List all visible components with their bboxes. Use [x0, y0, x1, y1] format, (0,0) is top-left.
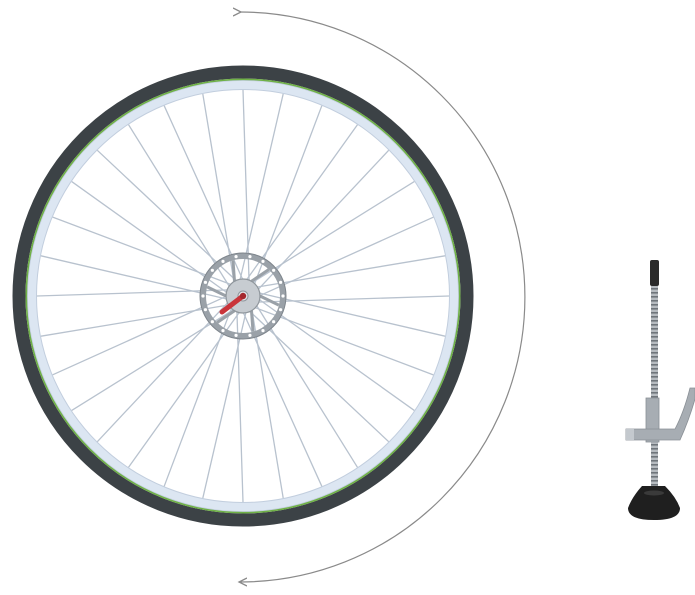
rotor-arm [250, 310, 255, 332]
rotor-arms [206, 260, 280, 332]
wheel-tire-stripe [25, 78, 461, 514]
rotor-hole [201, 294, 205, 298]
rotor-hole [281, 294, 285, 298]
rotation-arrow [240, 12, 526, 582]
wheel-spoke [163, 105, 245, 282]
rotor-hole [234, 333, 238, 337]
wheel-rim [27, 80, 459, 512]
stand-clamp-arm [625, 387, 695, 441]
wheel-spoke [255, 303, 358, 468]
rotor-arm [250, 268, 270, 283]
rotor-hole [248, 333, 252, 337]
rotor-arm [231, 260, 236, 282]
wheel-spoke [250, 181, 415, 284]
rotor-hole [272, 320, 276, 324]
rotor-hole [221, 259, 225, 263]
stand-clamp-face [626, 429, 634, 440]
rotor-hole [221, 329, 225, 333]
wheel-spoke [128, 310, 242, 468]
wheel-tire [12, 65, 474, 527]
wheel-spoke [202, 93, 235, 284]
wheel-spoke [71, 181, 229, 295]
wheel-spoke [242, 89, 250, 283]
stand-threaded-rod [651, 286, 658, 486]
wheel-spoke [253, 105, 323, 286]
bicycle-wheel [12, 65, 474, 527]
wheel-spoke [40, 304, 231, 337]
rotor-arm [216, 309, 236, 324]
rotor-hole [248, 255, 252, 259]
wheel-spoke [96, 300, 230, 443]
wheel-rim-inner-edge [36, 89, 450, 503]
wheel-spoke [96, 149, 239, 283]
wheel-spoke [247, 309, 390, 443]
rotor-hole [234, 255, 238, 259]
wheel-spoke [52, 294, 229, 376]
wheel-spoke [128, 124, 231, 289]
wheel-spoke [163, 306, 233, 487]
quick-release-lever [219, 293, 246, 315]
wheel-spoke [256, 149, 390, 292]
screw-stand [625, 260, 695, 520]
rotor-hole [261, 329, 265, 333]
rotor-hole [261, 259, 265, 263]
wheel-spoke [256, 295, 450, 303]
rotor-hole [278, 280, 283, 284]
rotor-hole [203, 280, 208, 284]
rotor-holes [201, 255, 285, 337]
rotor-hole [278, 308, 283, 312]
rotor-outer-edge [199, 252, 287, 340]
rotor-hole [203, 308, 208, 312]
wheel-rim-outer-edge [27, 80, 459, 512]
wheel-spoke [71, 308, 236, 411]
wheel-spoke [36, 289, 230, 297]
wheel-spoke [257, 216, 434, 298]
wheel-spoke [52, 216, 233, 286]
wheel-spoke [253, 306, 434, 376]
quick-release-nut [239, 292, 247, 300]
rotor-arm [206, 285, 227, 298]
rotor-arm [259, 294, 280, 307]
wheel-spoke [257, 297, 415, 411]
wheel-spoke [244, 124, 358, 282]
stand-knob [650, 260, 659, 286]
wheel-spoke [241, 310, 323, 487]
wheel-spoke [255, 255, 446, 288]
wheel-spokes [36, 89, 450, 503]
stand-base-highlight [644, 490, 664, 496]
rotor-hole [210, 320, 214, 324]
stand-base [628, 486, 680, 520]
wheel-spoke [257, 292, 446, 337]
wheel-spoke [236, 309, 244, 503]
rotor-hole [272, 268, 276, 272]
wheel-spoke [40, 255, 229, 300]
wheel-spoke [202, 310, 247, 499]
wheel-spoke [239, 93, 284, 282]
rotor-hole [210, 268, 214, 272]
wheel-spoke [251, 308, 284, 499]
